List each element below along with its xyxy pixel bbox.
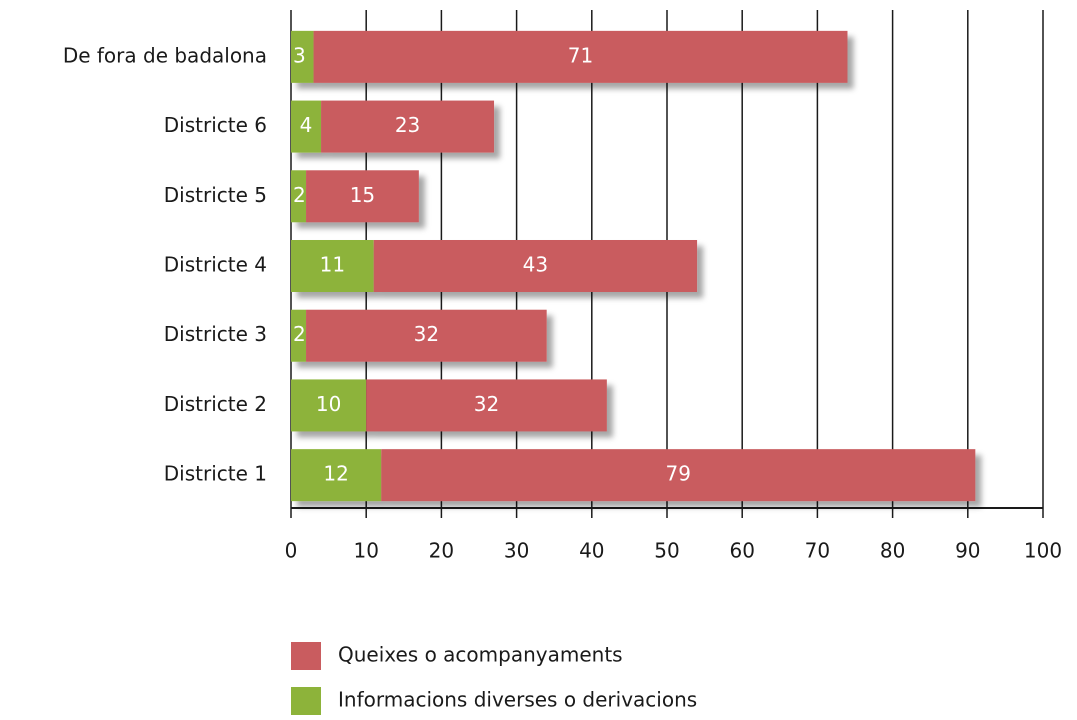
x-tick-label: 60 [729, 539, 754, 563]
x-tick-label: 10 [353, 539, 378, 563]
data-label: 2 [293, 183, 306, 207]
data-label: 11 [320, 253, 345, 277]
x-tick-label: 70 [805, 539, 830, 563]
bar-segment [381, 449, 976, 502]
bar-group [291, 449, 976, 502]
bar-segment [306, 170, 419, 223]
y-tick-label: De fora de badalona [63, 43, 267, 67]
bar-segment [291, 240, 374, 292]
bar-group [291, 309, 547, 362]
x-tick-label: 40 [579, 539, 604, 563]
bar-segment [291, 379, 367, 432]
x-tick-label: 30 [504, 539, 529, 563]
bar-segment [313, 30, 848, 83]
x-tick-label: 100 [1024, 539, 1062, 563]
y-tick-label: Districte 2 [164, 392, 267, 416]
data-label: 15 [350, 183, 375, 207]
bar-group [291, 379, 607, 432]
x-tick-label: 90 [955, 539, 980, 563]
x-tick-label: 20 [429, 539, 454, 563]
legend-swatch [291, 642, 321, 670]
data-label: 43 [523, 253, 548, 277]
bar-segment [306, 309, 547, 362]
data-label: 12 [323, 462, 348, 486]
data-label: 23 [395, 113, 420, 137]
legend-swatch [291, 687, 321, 715]
bar-segment [366, 379, 607, 432]
data-label: 32 [474, 392, 499, 416]
data-label: 4 [300, 113, 313, 137]
data-label: 79 [666, 462, 691, 486]
x-tick-label: 50 [654, 539, 679, 563]
y-tick-label: Districte 1 [164, 462, 267, 486]
bar-segment [291, 170, 307, 223]
bar-segment [373, 240, 698, 292]
bar-segment [291, 449, 382, 502]
legend-label: Informacions diverses o derivacions [338, 688, 697, 712]
data-label: 2 [293, 322, 306, 346]
bar-segment [291, 309, 307, 362]
x-tick-label: 80 [880, 539, 905, 563]
bar-segment [291, 30, 314, 83]
bar-group [291, 240, 698, 292]
bar-group [291, 30, 848, 83]
y-tick-label: Districte 3 [164, 322, 267, 346]
legend-label: Queixes o acompanyaments [338, 643, 623, 667]
y-tick-label: Districte 6 [164, 113, 267, 137]
bar-group [291, 100, 495, 153]
y-tick-label: Districte 5 [164, 183, 267, 207]
y-tick-label: Districte 4 [164, 253, 267, 277]
bar-segment [321, 100, 495, 153]
data-label: 32 [414, 322, 439, 346]
x-tick-label: 0 [285, 539, 298, 563]
data-label: 3 [293, 43, 306, 67]
data-label: 71 [568, 43, 593, 67]
bar-group [291, 170, 419, 223]
bar-segment [291, 100, 322, 153]
data-label: 10 [316, 392, 341, 416]
